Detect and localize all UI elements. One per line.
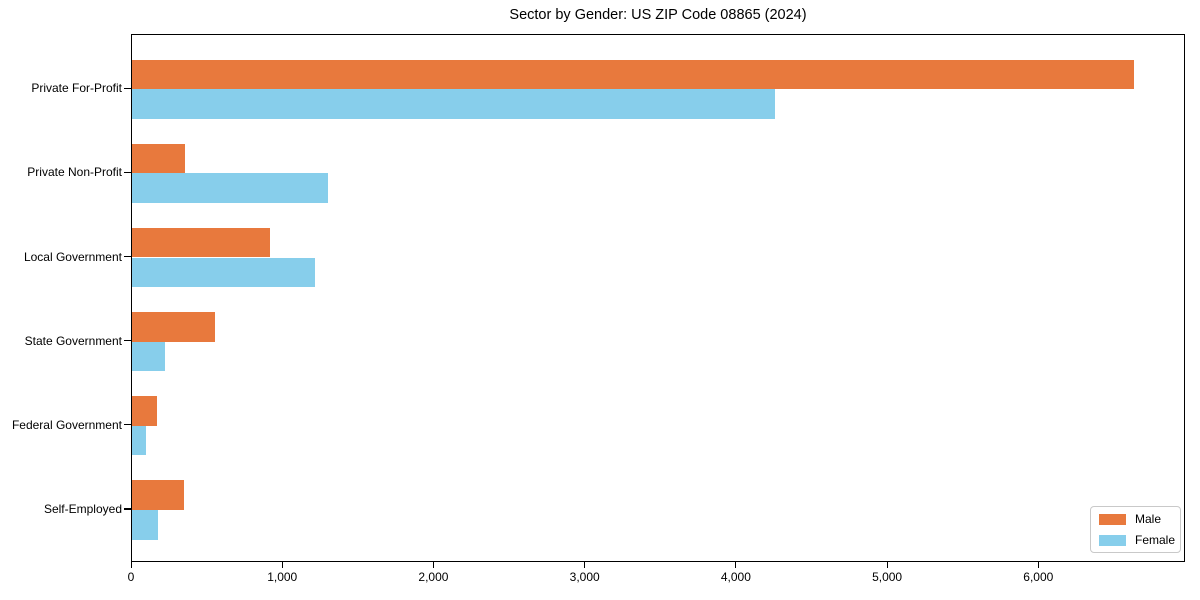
- x-tick: [432, 562, 434, 568]
- legend: Male Female: [1090, 506, 1181, 553]
- bar-female-3: [132, 341, 166, 372]
- x-tick-label: 2,000: [418, 570, 449, 584]
- x-tick: [1037, 562, 1039, 568]
- bar-male-2: [132, 227, 271, 258]
- bar-male-3: [132, 311, 215, 342]
- y-tick: [124, 87, 131, 90]
- bar-male-0: [132, 59, 1135, 90]
- y-tick: [124, 255, 131, 258]
- y-tick-label: Self-Employed: [43, 501, 122, 516]
- y-tick-label: Local Government: [23, 249, 122, 264]
- y-tick-label: Private For-Profit: [31, 81, 122, 96]
- legend-swatch-male: [1099, 513, 1126, 525]
- legend-item-female: Female: [1099, 533, 1176, 547]
- x-tick-label: 6,000: [1023, 570, 1054, 584]
- y-tick: [124, 339, 131, 342]
- y-tick: [124, 171, 131, 174]
- y-tick-label: State Government: [24, 333, 122, 348]
- bar-male-1: [132, 143, 185, 174]
- x-tick-label: 3,000: [569, 570, 600, 584]
- bar-male-5: [132, 480, 185, 510]
- x-tick: [735, 562, 737, 568]
- bar-female-4: [132, 425, 147, 456]
- bar-female-5: [132, 509, 159, 540]
- bar-female-2: [132, 257, 315, 288]
- x-tick-label: 5,000: [872, 570, 903, 584]
- bar-female-0: [132, 89, 775, 120]
- plot-area: [131, 34, 1185, 562]
- chart-title: Sector by Gender: US ZIP Code 08865 (202…: [509, 7, 807, 23]
- legend-label: Female: [1135, 533, 1176, 547]
- x-tick: [130, 562, 132, 568]
- bar-female-1: [132, 173, 329, 204]
- y-tick-label: Federal Government: [11, 417, 122, 432]
- x-tick-label: 0: [127, 570, 135, 584]
- legend-item-male: Male: [1099, 513, 1172, 525]
- y-tick-label: Private Non-Profit: [27, 165, 122, 180]
- x-tick: [886, 562, 888, 568]
- legend-label: Male: [1135, 512, 1162, 526]
- x-tick: [584, 562, 586, 568]
- legend-swatch-female: [1099, 534, 1126, 546]
- y-tick: [124, 508, 131, 510]
- x-tick: [281, 562, 283, 568]
- bar-male-4: [132, 395, 157, 426]
- y-tick: [124, 423, 131, 426]
- x-tick-label: 4,000: [720, 570, 751, 584]
- x-tick-label: 1,000: [267, 570, 298, 584]
